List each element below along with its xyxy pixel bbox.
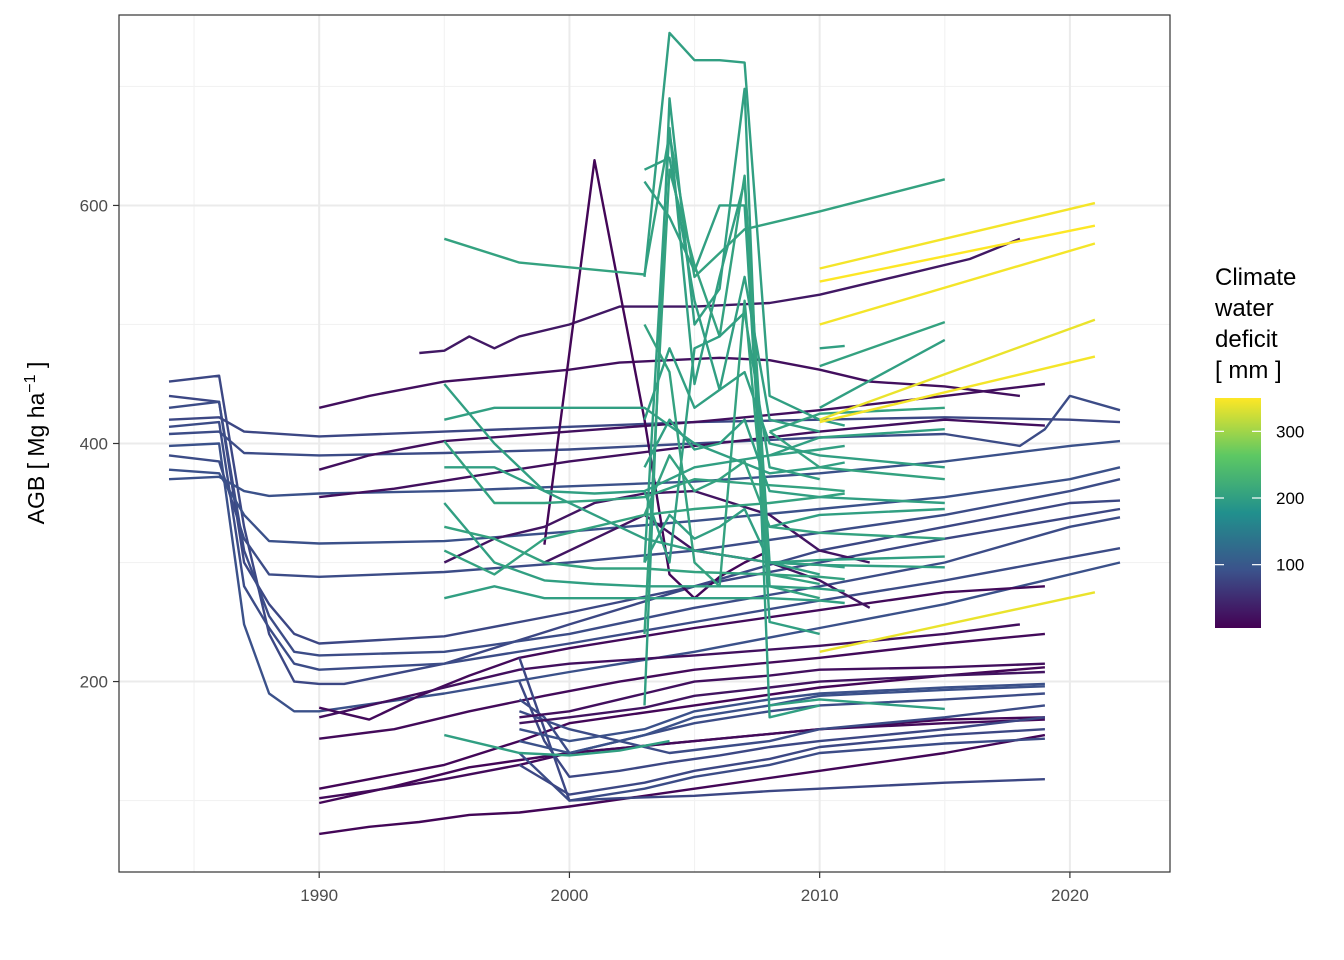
series-line: [443, 440, 845, 505]
series-line: [444, 525, 845, 581]
y-axis-title-end: ]: [23, 362, 49, 375]
series-line: [444, 585, 845, 605]
y-axis-title: AGB [ Mg ha−1 ]: [22, 362, 49, 525]
colorbar-tick-label: 300: [1276, 422, 1304, 441]
series-line: [643, 180, 820, 636]
y-axis: 200 400 600: [80, 196, 119, 692]
y-tick-label: 400: [80, 435, 108, 454]
series-line: [819, 224, 1096, 283]
series-line: [518, 681, 1046, 778]
series-line: [519, 682, 1045, 743]
series-line: [519, 670, 1045, 725]
series-line: [518, 737, 1045, 802]
colorbar: [1215, 398, 1261, 628]
series-line: [819, 201, 1096, 270]
colorbar-tick-label: 100: [1276, 556, 1304, 575]
legend-title-line-4: [ mm ]: [1215, 357, 1282, 384]
series-line: [318, 666, 1045, 790]
series-line: [443, 132, 946, 279]
y-tick-label: 600: [80, 196, 108, 215]
colorbar-legend: Climate water deficit [ mm ] 100 200 300: [1214, 264, 1304, 628]
series-line: [443, 502, 845, 593]
series-line: [643, 507, 945, 569]
y-axis-title-sup: −1: [22, 374, 39, 392]
series-lines: [168, 31, 1121, 836]
series-line: [819, 320, 946, 368]
y-tick-label: 200: [80, 673, 108, 692]
legend-title-line-3: deficit: [1215, 326, 1278, 353]
x-tick-label: 1990: [300, 886, 338, 905]
legend-title-line-2: water: [1214, 295, 1274, 322]
series-line: [419, 237, 1021, 355]
series-line: [819, 591, 1096, 653]
series-line: [819, 338, 946, 409]
y-axis-title-main: AGB [ Mg ha: [23, 392, 49, 524]
series-line: [168, 416, 1121, 438]
series-line: [768, 430, 945, 481]
series-line: [518, 728, 1045, 796]
series-line: [518, 704, 1046, 755]
series-line: [769, 507, 945, 528]
series-line: [643, 418, 945, 505]
series-line: [519, 662, 1045, 719]
series-line: [444, 406, 845, 475]
series-line: [319, 418, 1045, 499]
series-line: [519, 685, 1045, 755]
series-line: [643, 311, 820, 564]
series-line: [819, 355, 1096, 424]
x-tick-label: 2010: [801, 886, 839, 905]
series-line: [769, 555, 945, 564]
series-line: [819, 344, 845, 350]
series-line: [769, 698, 945, 711]
series-line: [319, 733, 1046, 836]
series-line: [318, 585, 1045, 721]
colorbar-ticks: 100 200 300: [1215, 422, 1304, 575]
series-line: [819, 318, 1096, 421]
colorbar-tick-label: 200: [1276, 489, 1304, 508]
series-line: [168, 439, 1121, 498]
series-line: [643, 87, 820, 719]
series-line: [819, 242, 1096, 326]
series-line: [318, 623, 1021, 719]
series-line: [319, 632, 1046, 740]
x-tick-label: 2000: [551, 886, 589, 905]
series-line: [444, 733, 670, 757]
series-line: [769, 428, 945, 457]
x-tick-label: 2020: [1051, 886, 1089, 905]
legend-title-line-1: Climate: [1215, 264, 1296, 291]
series-line: [643, 454, 945, 540]
x-axis: 1990 2000 2010 2020: [300, 872, 1089, 905]
series-line: [168, 400, 1121, 657]
series-line: [769, 406, 945, 433]
series-line: [168, 420, 1121, 671]
series-line: [518, 692, 1045, 755]
series-line: [643, 347, 945, 469]
